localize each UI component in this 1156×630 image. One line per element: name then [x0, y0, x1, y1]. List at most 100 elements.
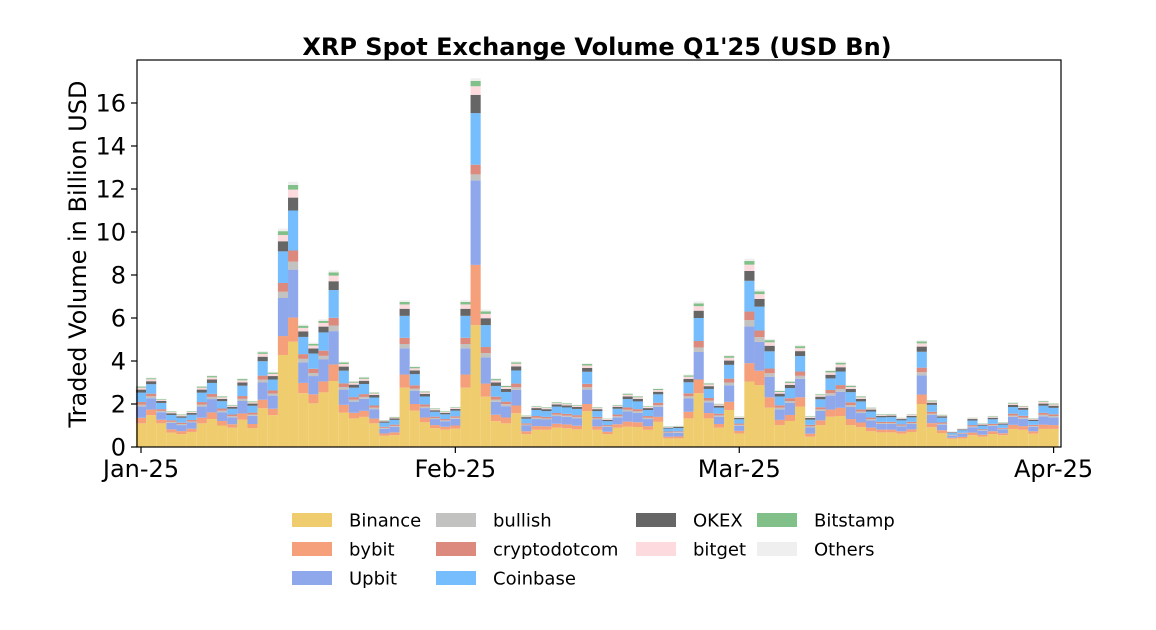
- bar-segment-bitstamp: [846, 386, 856, 387]
- bar-segment-bitstamp: [825, 371, 835, 373]
- bar-segment-bullish: [785, 401, 795, 403]
- bar-segment-binance: [734, 433, 744, 447]
- bar-segment-bitstamp: [460, 302, 470, 305]
- bar-segment-bybit: [410, 404, 420, 411]
- bar-segment-bitstamp: [917, 341, 927, 343]
- bar-segment-coinbase: [430, 412, 440, 417]
- bar-segment-bullish: [531, 418, 541, 419]
- bar-segment-binance: [318, 392, 328, 447]
- bar-segment-bybit: [187, 429, 197, 432]
- bar-segment-coinbase: [988, 419, 998, 424]
- bar-segment-okex: [187, 413, 197, 415]
- bar-segment-okex: [683, 379, 693, 382]
- bar-segment-others: [471, 78, 481, 81]
- bar-segment-bitget: [268, 374, 278, 376]
- bar-segment-upbit: [217, 412, 227, 421]
- bar-segment-bybit: [886, 430, 896, 433]
- bar-segment-upbit: [683, 398, 693, 411]
- bar-segment-binance: [308, 403, 318, 447]
- bar-segment-cryptodotcom: [187, 420, 197, 422]
- bar-segment-okex: [521, 417, 531, 419]
- bar-segment-upbit: [673, 433, 683, 437]
- bar-segment-coinbase: [379, 423, 389, 427]
- bar-segment-bitstamp: [592, 407, 602, 408]
- bar-segment-cryptodotcom: [460, 338, 470, 344]
- bar-segment-coinbase: [187, 415, 197, 420]
- bar-segment-cryptodotcom: [856, 409, 866, 411]
- bar-segment-bitstamp: [389, 417, 399, 418]
- bar-segment-cryptodotcom: [207, 394, 217, 397]
- bar-segment-upbit: [856, 413, 866, 422]
- bar-segment-bitget: [1008, 404, 1018, 405]
- bar-segment-others: [460, 300, 470, 302]
- bar-segment-okex: [643, 408, 653, 410]
- bar-segment-binance: [329, 381, 339, 447]
- bar-segment-cryptodotcom: [886, 422, 896, 423]
- bar-segment-okex: [166, 413, 176, 415]
- bar-segment-bitget: [349, 383, 359, 385]
- bar-segment-okex: [613, 407, 623, 409]
- bar-segment-okex: [653, 392, 663, 395]
- bar-segment-others: [511, 361, 521, 362]
- y-tick-label: 14: [95, 133, 126, 161]
- bar-segment-binance: [683, 418, 693, 447]
- bar-segment-bybit: [876, 430, 886, 433]
- bar-segment-bullish: [805, 426, 815, 427]
- legend-swatch-others: [757, 542, 797, 556]
- bar-segment-okex: [389, 418, 399, 420]
- bar-segment-coinbase: [1018, 410, 1028, 416]
- bar-segment-cryptodotcom: [988, 424, 998, 425]
- bar-segment-bitget: [836, 364, 846, 367]
- bar-segment-cryptodotcom: [775, 405, 785, 407]
- bar-segment-bybit: [633, 422, 643, 427]
- bar-segment-bybit: [501, 418, 511, 424]
- bar-segment-bullish: [197, 405, 207, 407]
- bar-segment-bullish: [359, 397, 369, 399]
- bar-segment-bitget: [683, 377, 693, 379]
- bar-segment-coinbase: [420, 396, 430, 404]
- legend-label: Binance: [349, 511, 421, 532]
- bar-segment-bybit: [227, 424, 237, 427]
- bar-segment-bybit: [623, 422, 633, 427]
- bar-segment-cryptodotcom: [166, 420, 176, 422]
- bar-segment-bullish: [846, 405, 856, 407]
- bar-segment-coinbase: [785, 388, 795, 398]
- bar-segment-others: [288, 182, 298, 185]
- bar-segment-binance: [379, 436, 389, 447]
- bar-segment-upbit: [471, 180, 481, 264]
- bar-segment-others: [237, 378, 247, 379]
- bar-segment-binance: [917, 404, 927, 447]
- bar-segment-others: [765, 339, 775, 340]
- bar-segment-binance: [166, 433, 176, 447]
- bar-segment-coinbase: [907, 417, 917, 422]
- bar-segment-binance: [754, 385, 764, 447]
- bar-segment-binance: [420, 422, 430, 447]
- bar-segment-bullish: [1018, 418, 1028, 419]
- bar-segment-coinbase: [552, 407, 562, 413]
- bar-segment-coinbase: [1049, 408, 1059, 414]
- bar-segment-bybit: [704, 413, 714, 418]
- bar-segment-coinbase: [1008, 407, 1018, 414]
- bar-segment-cryptodotcom: [673, 431, 683, 432]
- y-tick-label: 8: [111, 262, 126, 290]
- bar-segment-bullish: [683, 396, 693, 398]
- legend-label: Others: [814, 540, 875, 561]
- bar-segment-binance: [1028, 434, 1038, 447]
- bar-segment-binance: [856, 427, 866, 447]
- bar-segment-bitget: [754, 294, 764, 299]
- bar-segment-coinbase: [288, 211, 298, 251]
- bar-segment-upbit: [754, 342, 764, 371]
- bar-segment-bitstamp: [481, 311, 491, 314]
- bar-segment-others: [410, 366, 420, 367]
- bar-segment-okex: [633, 399, 643, 402]
- bar-segment-bullish: [187, 421, 197, 422]
- bar-segment-bitget: [552, 403, 562, 404]
- bar-segment-coinbase: [602, 421, 612, 425]
- bar-segment-bitget: [278, 235, 288, 241]
- bar-segment-cryptodotcom: [197, 402, 207, 405]
- bar-segment-cryptodotcom: [379, 427, 389, 428]
- bar-segment-bitstamp: [217, 396, 227, 397]
- bar-segment-bybit: [866, 428, 876, 432]
- bar-segment-upbit: [602, 427, 612, 432]
- bar-segment-coinbase: [329, 290, 339, 318]
